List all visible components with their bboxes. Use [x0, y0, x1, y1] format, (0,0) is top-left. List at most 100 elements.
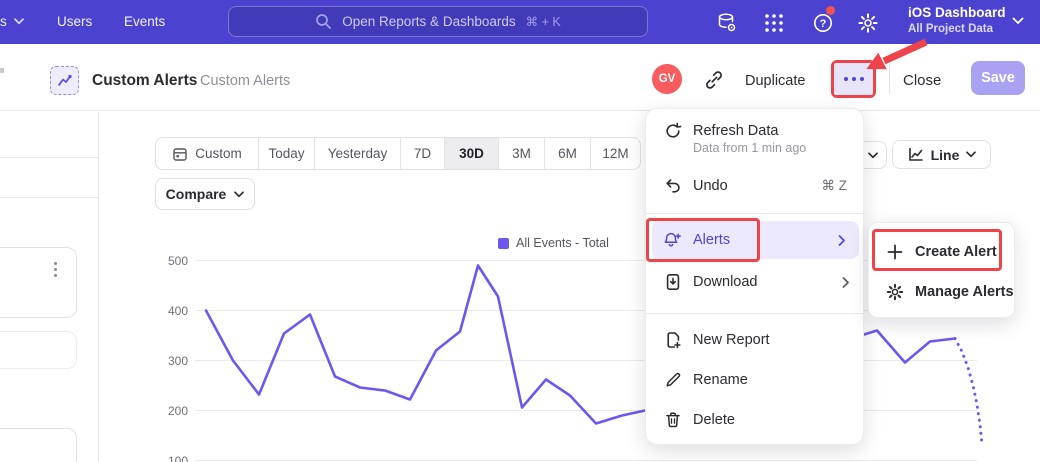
undo-icon [663, 177, 682, 196]
chart-line-solid [204, 264, 647, 425]
menu-item-new-report[interactable]: New Report [646, 321, 863, 359]
search-shortcut: ⌘ + K [525, 15, 561, 29]
menu-item-label: Alerts [693, 232, 731, 248]
date-range-control: Custom Today Yesterday 7D 30D 3M 6M 12M [155, 137, 641, 170]
kebab-menu-icon[interactable] [52, 262, 58, 278]
share-link-icon[interactable] [703, 69, 725, 91]
more-options-button[interactable] [834, 63, 873, 95]
report-header: Custom Alerts Custom Alerts GV Duplicate… [0, 44, 1040, 111]
submenu-item-create-alert[interactable]: Create Alert [869, 237, 1014, 267]
close-button[interactable]: Close [903, 72, 942, 89]
plus-icon [885, 243, 904, 262]
menu-item-download[interactable]: Download [646, 263, 863, 301]
project-name: iOS Dashboard [908, 5, 1006, 20]
chevron-down-icon [1012, 17, 1024, 24]
refresh-icon [663, 122, 682, 141]
chevron-right-icon [838, 235, 845, 246]
chart-type-label: Line [930, 146, 960, 163]
duplicate-button[interactable]: Duplicate [745, 73, 806, 89]
top-navbar: s Users Events Open Reports & Dashboards… [0, 0, 1040, 44]
dashboard-card[interactable] [0, 428, 77, 462]
date-range-7d[interactable]: 7D [400, 138, 444, 169]
date-range-3m[interactable]: 3M [498, 138, 544, 169]
search-placeholder: Open Reports & Dashboards [342, 14, 516, 29]
submenu-item-manage-alerts[interactable]: Manage Alerts [869, 277, 1014, 307]
divider [646, 313, 863, 314]
divider [889, 63, 890, 94]
dashboard-card[interactable] [0, 247, 77, 318]
submenu-item-label: Manage Alerts [915, 284, 1014, 300]
menu-item-delete[interactable]: Delete [646, 401, 863, 439]
menu-item-label: New Report [693, 332, 770, 348]
avatar[interactable]: GV [652, 64, 682, 94]
annotation-box-more [831, 60, 876, 98]
chart-type-button[interactable]: Line [892, 140, 991, 169]
download-icon [663, 273, 682, 292]
calendar-icon [173, 147, 187, 161]
chevron-down-icon [13, 18, 24, 25]
context-menu: Refresh Data Data from 1 min ago Undo ⌘ … [645, 108, 864, 445]
apps-grid-icon[interactable] [763, 12, 785, 34]
chart-line-solid [862, 329, 957, 364]
chart-legend: All Events - Total [498, 236, 609, 250]
project-switcher[interactable]: iOS Dashboard All Project Data [908, 4, 1008, 36]
compare-button[interactable]: Compare [155, 178, 255, 210]
y-axis-label: 400 [167, 303, 188, 318]
search-input[interactable]: Open Reports & Dashboards ⌘ + K [228, 6, 648, 37]
help-icon[interactable]: ? [812, 12, 834, 34]
menu-item-label: Undo [693, 178, 728, 194]
search-icon [316, 14, 332, 29]
save-button[interactable]: Save [971, 61, 1025, 95]
divider [646, 213, 863, 214]
menu-item-label: Download [693, 274, 758, 290]
date-range-12m[interactable]: 12M [590, 138, 640, 169]
report-icon [50, 66, 79, 95]
menu-item-rename[interactable]: Rename [646, 361, 863, 399]
rename-pencil-icon [663, 371, 682, 390]
y-axis-label: 500 [167, 253, 188, 268]
alerts-submenu: Create Alert Manage Alerts [868, 222, 1015, 318]
nav-item-partial[interactable]: s [0, 14, 24, 29]
menu-item-refresh-data[interactable]: Refresh Data [646, 117, 863, 145]
date-range-yesterday[interactable]: Yesterday [314, 138, 400, 169]
menu-item-undo[interactable]: Undo ⌘ Z [646, 169, 863, 203]
divider [0, 197, 98, 198]
date-range-today[interactable]: Today [258, 138, 314, 169]
chart-line-dotted [953, 337, 984, 445]
chevron-right-icon [842, 277, 849, 288]
date-range-6m[interactable]: 6M [544, 138, 590, 169]
breadcrumb: Custom Alerts [200, 73, 291, 89]
nav-item-users[interactable]: Users [57, 14, 93, 29]
settings-gear-icon[interactable] [857, 12, 879, 34]
date-range-30d[interactable]: 30D [444, 138, 498, 169]
date-range-label: Custom [195, 146, 242, 161]
menu-item-subtitle: Data from 1 min ago [693, 141, 807, 155]
svg-text:?: ? [820, 18, 827, 30]
menu-item-label: Delete [693, 412, 735, 428]
compare-label: Compare [165, 186, 227, 202]
nav-item-events[interactable]: Events [124, 14, 166, 29]
line-chart-icon [908, 147, 923, 161]
submenu-item-label: Create Alert [915, 244, 997, 260]
gear-icon [885, 283, 904, 302]
data-management-icon[interactable] [716, 12, 738, 34]
y-axis-label: 100 [167, 453, 188, 462]
clipped-edge-mark [0, 68, 4, 73]
delete-trash-icon [663, 411, 682, 430]
page-title: Custom Alerts [92, 72, 198, 89]
y-axis-label: 200 [167, 403, 188, 418]
divider [0, 157, 98, 158]
date-range-custom[interactable]: Custom [156, 138, 258, 169]
chevron-down-icon [868, 152, 878, 159]
alert-bell-plus-icon [663, 231, 682, 250]
menu-item-alerts[interactable]: Alerts [652, 221, 859, 259]
menu-item-label: Rename [693, 372, 748, 388]
project-subtitle: All Project Data [908, 23, 993, 35]
nav-item-partial-label: s [0, 14, 7, 29]
dashboard-card[interactable] [0, 331, 77, 369]
new-report-icon [663, 331, 682, 350]
chevron-down-icon [234, 190, 245, 197]
menu-shortcut: ⌘ Z [821, 178, 848, 193]
legend-label: All Events - Total [516, 236, 609, 250]
